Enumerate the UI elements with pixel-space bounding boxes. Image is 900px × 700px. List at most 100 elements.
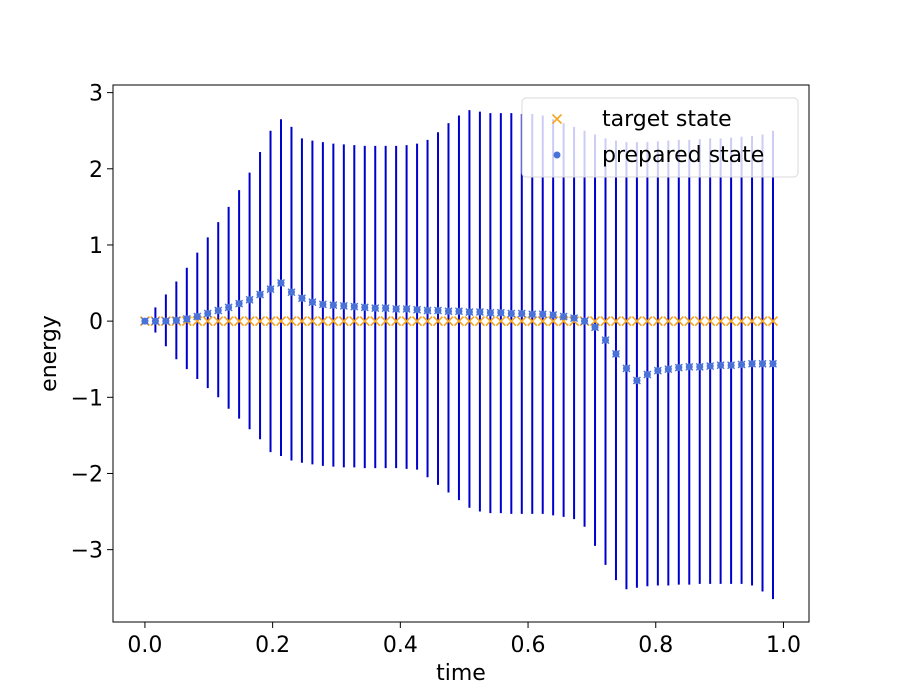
x-tick-label: 0.4 [383, 633, 418, 658]
target-state-point [715, 316, 726, 327]
prepared-state-cross [517, 309, 526, 318]
prepared-state-cross [538, 310, 547, 319]
prepared-state-cross [674, 363, 683, 372]
prepared-state-cross [706, 362, 715, 371]
prepared-state-cross [528, 310, 537, 319]
target-state-point [694, 316, 705, 327]
x-tick-label: 0.0 [127, 633, 162, 658]
legend-dot-marker [553, 151, 561, 159]
target-state-point [705, 316, 716, 327]
x-axis-label: time [436, 661, 486, 686]
target-state-point [453, 316, 465, 327]
prepared-state-cross [214, 306, 223, 315]
target-state-point [621, 316, 632, 327]
prepared-state-cross [308, 298, 317, 307]
target-state-point [432, 316, 444, 327]
prepared-state-cross [161, 317, 170, 326]
y-axis-ticks: −3 −2 −1 0 1 2 3 [71, 82, 113, 564]
y-tick-label: −1 [71, 386, 103, 411]
y-tick-label: −2 [71, 462, 103, 487]
prepared-state-cross [360, 303, 369, 312]
target-state-point [380, 316, 391, 327]
target-state-point [495, 316, 506, 327]
y-tick-label: 0 [89, 310, 103, 335]
prepared-state-cross [182, 314, 191, 323]
prepared-state-cross [601, 336, 610, 345]
prepared-state-cross [339, 301, 348, 310]
prepared-state-cross [140, 317, 149, 326]
prepared-state-cross [591, 323, 600, 332]
target-state-point [370, 316, 381, 327]
target-state-point [684, 316, 695, 327]
prepared-state-cross [297, 294, 306, 303]
target-state-point [757, 316, 768, 327]
y-tick-label: 2 [89, 158, 103, 183]
prepared-state-cross [622, 364, 631, 373]
target-state-point [642, 316, 653, 327]
target-state-point [317, 316, 328, 327]
legend-x-marker [551, 113, 563, 125]
x-tick-label: 0.6 [511, 633, 546, 658]
y-tick-label: −3 [71, 539, 103, 564]
prepared-state-cross [371, 304, 380, 313]
prepared-state-cross [245, 295, 254, 304]
prepared-state-cross [434, 306, 443, 315]
x-tick-label: 1.0 [766, 633, 801, 658]
prepared-state-cross [235, 299, 244, 308]
error-bars [154, 110, 774, 600]
prepared-state-cross [758, 359, 767, 368]
target-state-point [464, 316, 475, 327]
prepared-state-cross [193, 312, 202, 321]
target-state-point [349, 316, 360, 327]
prepared-state-cross [559, 312, 568, 321]
target-state-point [359, 316, 370, 327]
legend-marker-prepared-state [553, 151, 561, 159]
target-state-point [202, 316, 213, 327]
prepared-state-cross [287, 288, 296, 297]
prepared-state-cross [413, 305, 422, 314]
prepared-state-cross [392, 304, 401, 313]
target-state-point [307, 316, 318, 327]
target-state-point [286, 316, 297, 327]
target-state-point [422, 316, 433, 327]
prepared-state-cross [664, 365, 673, 374]
prepared-state-cross [507, 309, 516, 318]
legend-label-target-state: target state [602, 107, 732, 132]
target-state-point [412, 316, 423, 327]
prepared-state-cross [381, 304, 390, 313]
target-state-point [767, 316, 779, 327]
target-state-point [736, 316, 747, 327]
target-state-point [338, 316, 349, 327]
prepared-state-cross [203, 309, 212, 318]
prepared-state-cross [570, 314, 579, 323]
prepared-state-cross [465, 307, 474, 316]
target-state-point [401, 316, 412, 327]
prepared-state-cross [695, 362, 704, 371]
target-state-point [631, 316, 642, 327]
prepared-state-cross [580, 317, 589, 326]
target-state-point [265, 316, 276, 327]
y-tick-label: 1 [89, 234, 103, 259]
target-state-point [726, 316, 737, 327]
prepared-state-cross [266, 285, 275, 294]
target-state-point [223, 316, 234, 327]
prepared-state-cross [423, 306, 432, 315]
prepared-state-cross [151, 317, 160, 326]
prepared-state-cross [402, 304, 411, 313]
target-state-point [443, 316, 454, 327]
prepared-state-cross [737, 360, 746, 369]
prepared-state-cross [716, 361, 725, 370]
legend: target state prepared state [521, 97, 799, 178]
prepared-state-cross [685, 362, 694, 371]
target-state-point [234, 316, 245, 327]
target-state-point [663, 316, 674, 327]
y-tick-label: 3 [89, 82, 103, 107]
prepared-state-cross [653, 366, 662, 375]
target-state-point [275, 316, 287, 327]
prepared-state-cross [224, 303, 233, 312]
target-state-point [213, 316, 224, 327]
prepared-state-cross [643, 370, 652, 379]
prepared-state-cross [172, 316, 181, 325]
target-state-point [652, 316, 663, 327]
